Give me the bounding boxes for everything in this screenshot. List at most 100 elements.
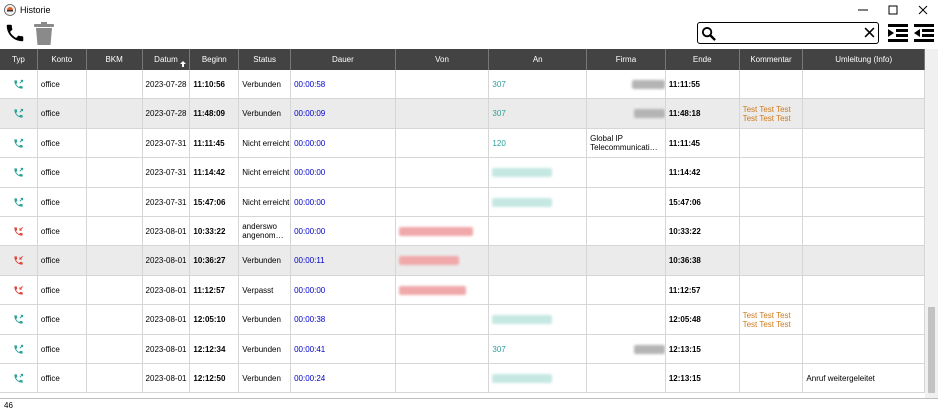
cell-dauer: 00:00:38	[291, 305, 396, 334]
cell-kommentar	[740, 70, 804, 98]
cell-text: 2023-08-01	[145, 344, 187, 354]
table-row[interactable]: office 2023-08-01 12:12:34 Verbunden 00:00:4…	[0, 335, 925, 364]
maximize-button[interactable]	[878, 0, 908, 20]
cell-an: 307	[489, 335, 588, 363]
close-window-button[interactable]	[908, 0, 938, 20]
cell-text: 12:12:50	[193, 373, 226, 383]
column-header-firma[interactable]: Firma	[587, 49, 666, 70]
cell-text: 11:14:42	[668, 168, 701, 177]
search-input[interactable]	[697, 22, 879, 44]
cell-text: 2023-07-28	[145, 109, 187, 118]
cell-konto: office	[38, 217, 87, 245]
cell-text: 2023-08-01	[145, 285, 187, 295]
column-header-label: Umleitung (Info)	[835, 55, 893, 64]
cell-bkm	[87, 70, 143, 98]
cell-firma	[587, 188, 666, 216]
column-header-bkm[interactable]: BKM	[87, 49, 143, 70]
cell-umleitung	[803, 99, 925, 128]
incoming-call-icon	[14, 285, 23, 295]
cell-umleitung	[803, 70, 925, 98]
indent-more-icon[interactable]	[887, 22, 909, 44]
table-row[interactable]: office 2023-07-31 11:11:45 Nicht erreicht 00…	[0, 129, 925, 158]
column-header-ende[interactable]: Ende	[666, 49, 740, 70]
cell-text: 00:00:09	[294, 109, 326, 118]
vertical-scrollbar[interactable]	[925, 49, 938, 398]
cell-umleitung	[803, 188, 925, 216]
cell-text: 15:47:06	[668, 197, 701, 207]
table-row[interactable]: office 2023-07-31 11:14:42 Nicht erreicht 00…	[0, 158, 925, 188]
cell-text: 12:12:34	[193, 344, 226, 354]
column-header-row: Typ Konto BKM Datum Beginn Status Dauer Von An Fi…	[0, 49, 925, 70]
cell-kommentar	[740, 335, 804, 363]
column-header-status[interactable]: Status	[239, 49, 292, 70]
column-header-konto[interactable]: Konto	[38, 49, 87, 70]
cell-text: Verbunden	[242, 109, 281, 118]
column-header-kommentar[interactable]: Kommentar	[740, 49, 804, 70]
cell-dauer: 00:00:00	[291, 276, 396, 304]
close-icon	[918, 5, 928, 15]
cell-text: office	[40, 285, 60, 295]
cell-an	[489, 158, 588, 187]
cell-kommentar	[740, 188, 804, 216]
cell-text: 00:00:00	[294, 226, 326, 236]
column-header-von[interactable]: Von	[396, 49, 490, 70]
cell-datum: 2023-07-28	[143, 99, 191, 128]
window-title: Historie	[20, 5, 51, 15]
column-header-label: BKM	[105, 55, 123, 64]
column-header-dauer[interactable]: Dauer	[291, 49, 396, 70]
maximize-icon	[888, 5, 898, 15]
cell-dauer: 00:00:00	[291, 129, 396, 157]
cell-firma	[587, 217, 666, 245]
table-row[interactable]: office 2023-07-28 11:10:56 Verbunden 00:00:5…	[0, 70, 925, 99]
column-header-an[interactable]: An	[489, 49, 588, 70]
column-header-typ[interactable]: Typ	[0, 49, 38, 70]
cell-beginn: 10:33:22	[190, 217, 240, 245]
cell-text: 307	[492, 79, 506, 89]
cell-text: 11:48:18	[668, 109, 701, 118]
table-row[interactable]: office 2023-08-01 12:12:50 Verbunden 00:00:2…	[0, 364, 925, 393]
cell-text: 2023-07-31	[145, 197, 187, 207]
cell-konto: office	[38, 305, 87, 334]
cell-text: 15:47:06	[193, 197, 226, 207]
cell-bkm	[87, 129, 143, 157]
column-header-label: Ende	[692, 55, 712, 64]
cell-firma	[587, 364, 666, 392]
column-header-datum[interactable]: Datum	[143, 49, 191, 70]
cell-beginn: 11:48:09	[190, 99, 240, 128]
cell-ende: 12:13:15	[666, 335, 740, 363]
cell-text: Verbunden	[242, 373, 281, 383]
cell-text: 307	[492, 109, 506, 118]
outgoing-call-icon	[14, 138, 24, 148]
table-row[interactable]: office 2023-07-28 11:48:09 Verbunden 00:00:0…	[0, 99, 925, 129]
cell-konto: office	[38, 188, 87, 216]
table-row[interactable]: office 2023-08-01 10:36:27 Verbunden 00:00:1…	[0, 246, 925, 276]
redacted-value	[398, 285, 466, 295]
sort-ascending-icon	[180, 61, 187, 67]
cell-dauer: 00:00:41	[291, 335, 396, 363]
redacted-value	[492, 373, 553, 383]
cell-text: office	[40, 197, 60, 207]
cell-datum: 2023-07-28	[143, 70, 191, 98]
trash-icon[interactable]	[33, 22, 55, 46]
cell-umleitung	[803, 335, 925, 363]
cell-datum: 2023-07-31	[143, 129, 191, 157]
cell-bkm	[87, 158, 143, 187]
cell-typ	[0, 129, 38, 157]
minimize-button[interactable]	[848, 0, 878, 20]
cell-konto: office	[38, 158, 87, 187]
phone-icon[interactable]	[4, 22, 26, 44]
table-row[interactable]: office 2023-08-01 10:33:22 anderswo angenom…	[0, 217, 925, 246]
cell-status: Verbunden	[239, 70, 292, 98]
cell-datum: 2023-07-31	[143, 188, 191, 216]
scrollbar-thumb[interactable]	[928, 307, 935, 393]
indent-less-icon[interactable]	[913, 22, 935, 44]
table-row[interactable]: office 2023-07-31 15:47:06 Nicht erreicht 00…	[0, 188, 925, 217]
table-row[interactable]: office 2023-08-01 11:12:57 Verpasst 00:00:00…	[0, 276, 925, 305]
column-header-umleitung[interactable]: Umleitung (Info)	[803, 49, 925, 70]
cell-text: 2023-08-01	[145, 226, 187, 236]
cell-an	[489, 217, 588, 245]
cell-firma	[587, 276, 666, 304]
column-header-beginn[interactable]: Beginn	[190, 49, 240, 70]
table-row[interactable]: office 2023-08-01 12:05:10 Verbunden 00:00:3…	[0, 305, 925, 335]
clear-search-icon[interactable]	[864, 27, 875, 38]
